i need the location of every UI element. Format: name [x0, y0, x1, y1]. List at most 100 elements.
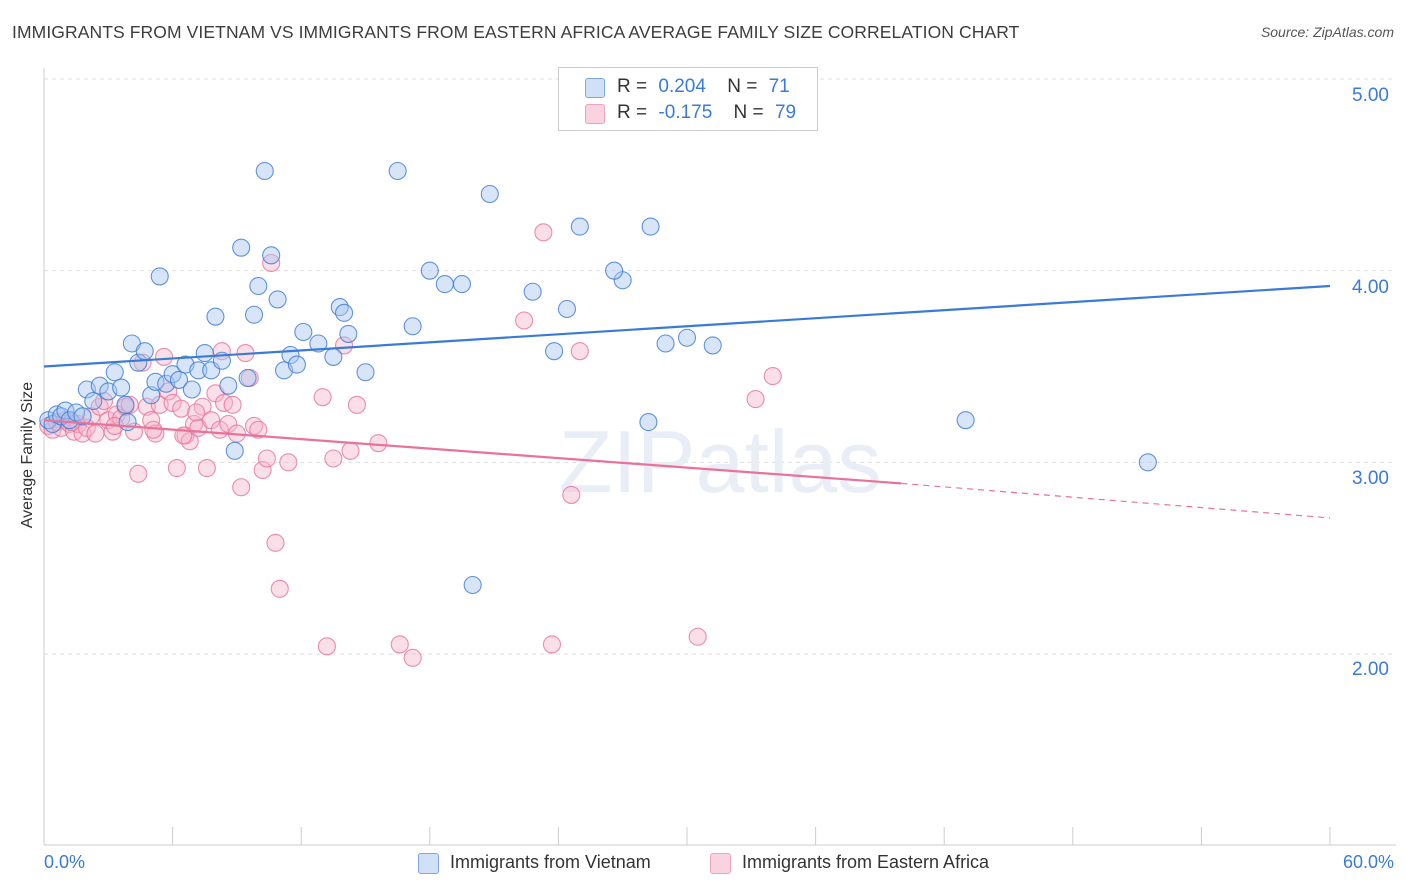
data-point [133, 353, 152, 372]
correlation-legend: R = 0.204 N = 71 R = -0.175 N = 79 [558, 67, 818, 131]
data-point [73, 407, 92, 426]
data-point [335, 303, 354, 322]
data-point [570, 342, 589, 361]
data-point [677, 328, 697, 347]
data-point [309, 334, 328, 353]
data-point [324, 347, 343, 366]
data-point [238, 368, 257, 388]
data-point [232, 238, 251, 257]
data-point [420, 261, 439, 280]
trend-line-eastern-africa [43, 419, 902, 485]
y-tick-2: 2.00 [1352, 659, 1389, 680]
data-point [86, 424, 105, 443]
data-point [339, 324, 358, 343]
data-point [135, 342, 154, 361]
data-point [270, 579, 289, 598]
data-point [223, 395, 242, 414]
data-point [463, 575, 482, 595]
data-point [142, 386, 161, 405]
eastern-africa-swatch [585, 104, 605, 124]
bottom-eastern-africa-swatch [710, 853, 731, 874]
data-point [641, 217, 660, 236]
data-point [253, 460, 272, 480]
y-tick-5: 5.00 [1352, 85, 1389, 106]
bottom-legend-vietnam-label: Immigrants from Vietnam [450, 852, 651, 872]
data-point [294, 322, 313, 342]
data-point [435, 275, 454, 294]
data-point [182, 380, 201, 399]
data-point [189, 361, 208, 380]
data-point [266, 533, 285, 552]
data-point [249, 420, 268, 439]
data-point [195, 344, 214, 363]
data-point [688, 627, 707, 646]
y-tick-4: 4.00 [1352, 277, 1389, 298]
data-point [341, 441, 360, 460]
chart-title: IMMIGRANTS FROM VIETNAM VS IMMIGRANTS FR… [12, 22, 1020, 42]
data-point [639, 413, 658, 432]
data-point [324, 449, 343, 468]
data-point [388, 161, 407, 181]
legend-r1-value: 0.204 [658, 76, 706, 97]
x-tick-min: 0.0% [44, 852, 86, 872]
data-point [347, 395, 366, 414]
data-point [287, 355, 306, 374]
trend-line-vietnam [43, 284, 1331, 368]
data-point [403, 317, 422, 336]
source-label: Source: ZipAtlas.com [1260, 24, 1394, 40]
data-point [956, 411, 975, 430]
bottom-legend-eastern-africa-label: Immigrants from Eastern Africa [742, 852, 990, 872]
data-point [480, 184, 499, 204]
y-tick-3: 3.00 [1352, 468, 1389, 489]
data-point [187, 403, 206, 422]
data-point [206, 307, 225, 326]
data-point [335, 336, 354, 355]
data-point [129, 464, 148, 483]
data-point [570, 217, 589, 236]
data-point [255, 161, 274, 181]
legend-r2-value: -0.175 [658, 102, 713, 123]
series-vietnam-points [39, 161, 1157, 595]
data-point [129, 353, 148, 372]
data-point [154, 347, 174, 366]
axes [43, 68, 1396, 846]
legend-n2-value: 79 [774, 102, 797, 123]
data-point [763, 367, 782, 386]
data-point [112, 378, 131, 397]
data-point [268, 290, 287, 309]
data-point [562, 485, 581, 504]
trend-lines [43, 284, 1331, 519]
data-point [116, 395, 135, 414]
data-point [557, 299, 577, 319]
trend-line-eastern-africa-extension [901, 482, 1331, 519]
legend-r1-label: R = [617, 76, 648, 97]
data-point [84, 391, 103, 411]
data-point [369, 434, 388, 453]
grid-lines [44, 78, 1396, 655]
data-point [262, 246, 281, 265]
bottom-vietnam-swatch [418, 853, 439, 874]
data-point [167, 459, 186, 478]
data-point [172, 399, 191, 418]
data-point [169, 370, 189, 389]
data-point [703, 336, 722, 355]
legend-n1-label: N = [727, 76, 758, 97]
data-point [197, 459, 216, 478]
data-point [1138, 453, 1157, 472]
data-point [262, 253, 281, 273]
legend-n1-value: 71 [768, 76, 790, 97]
data-point [452, 275, 472, 294]
data-point [746, 390, 765, 409]
legend-r2-label: R = [617, 102, 648, 123]
data-point [257, 449, 276, 468]
x-tick-max: 60.0% [1342, 852, 1394, 872]
data-point [279, 453, 298, 472]
data-point [403, 648, 422, 667]
data-point [317, 637, 336, 656]
data-point [656, 334, 675, 353]
vietnam-swatch [585, 78, 605, 98]
data-point [118, 413, 137, 432]
data-point [249, 276, 268, 296]
data-point [515, 311, 534, 330]
